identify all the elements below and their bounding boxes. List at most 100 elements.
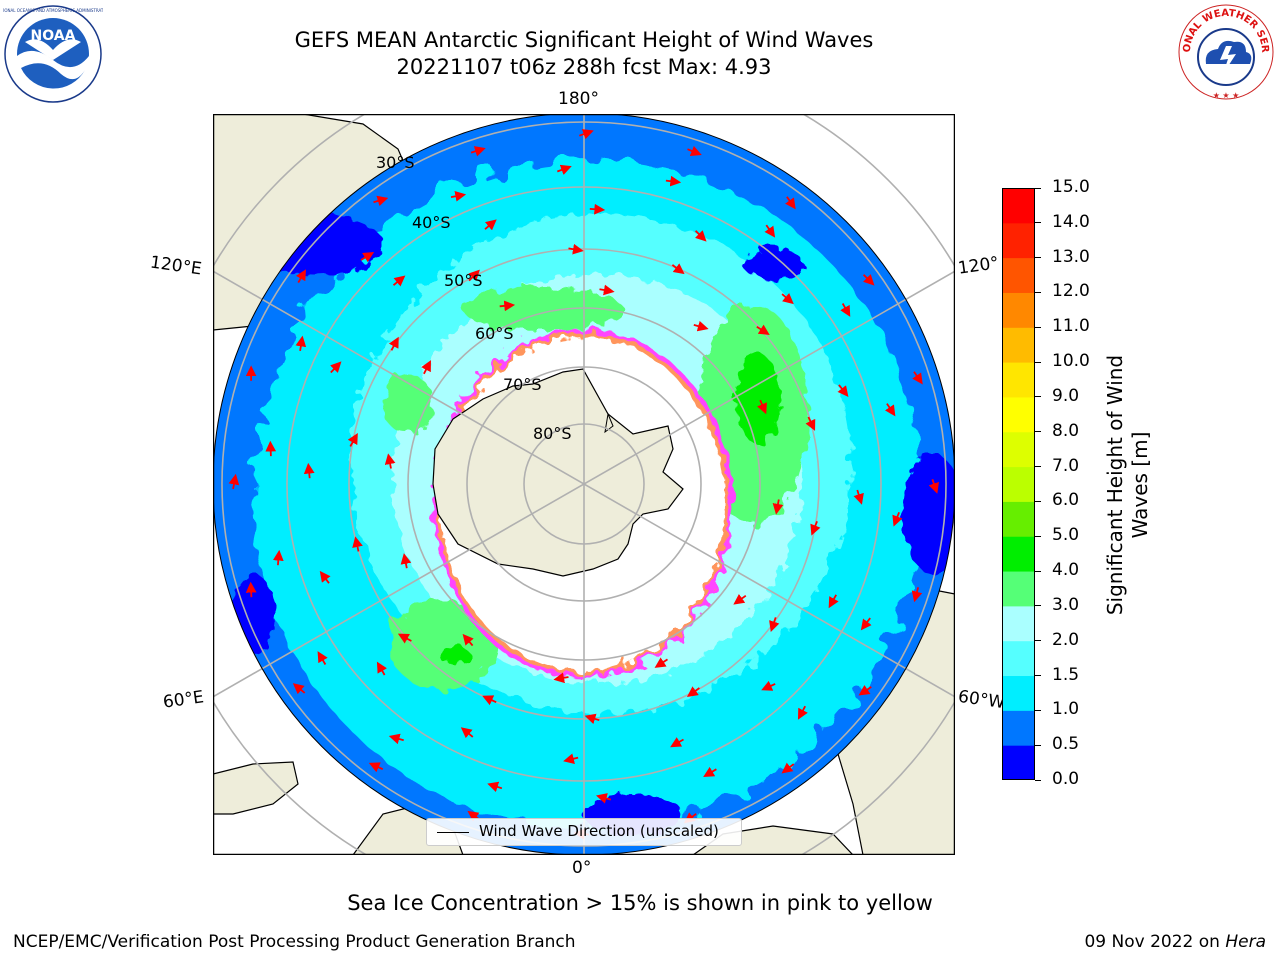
colorbar-tick-mark: [1035, 326, 1041, 328]
wind-wave-arrow: [460, 727, 474, 739]
wind-wave-arrow: [578, 129, 594, 140]
lat-label-70s: 70°S: [503, 375, 542, 394]
wind-wave-arrow: [761, 680, 776, 691]
wind-wave-arrow: [769, 617, 780, 633]
wind-wave-arrow: [671, 263, 685, 275]
wind-wave-arrow: [400, 553, 412, 569]
colorbar-tick-mark: [1035, 744, 1041, 746]
wind-wave-arrow: [589, 203, 606, 215]
colorbar-tick-label: 11.0: [1052, 316, 1090, 337]
colorbar-label: Significant Height of Wind Waves [m]: [1103, 275, 1153, 695]
wind-wave-arrow: [388, 733, 404, 745]
wind-wave-arrow: [303, 462, 315, 479]
colorbar-tick-label: 9.0: [1052, 385, 1080, 406]
colorbar-tick-label: 12.0: [1052, 281, 1090, 302]
colorbar-tick-mark: [1035, 291, 1041, 293]
wind-wave-arrow: [384, 453, 396, 469]
wind-wave-arrow: [596, 793, 612, 804]
colorbar-tick-mark: [1035, 779, 1041, 781]
colorbar-tick-mark: [1035, 257, 1041, 259]
colorbar-bin: [1002, 745, 1035, 780]
colorbar-tick-label: 8.0: [1052, 420, 1080, 441]
wind-wave-arrow: [295, 335, 307, 352]
lat-label-30s: 30°S: [376, 153, 415, 172]
colorbar-bin: [1002, 188, 1035, 224]
colorbar-bin: [1002, 501, 1035, 537]
colorbar-tick-label: 1.5: [1052, 664, 1080, 685]
colorbar-tick-mark: [1035, 535, 1041, 537]
wind-wave-arrow: [757, 399, 767, 415]
wind-wave-arrow: [853, 489, 864, 505]
colorbar-tick-label: 7.0: [1052, 455, 1080, 476]
wind-wave-arrow: [499, 300, 516, 312]
wind-wave-arrow: [563, 753, 579, 764]
wind-wave-arrow: [468, 269, 480, 282]
colorbar-tick-mark: [1035, 466, 1041, 468]
colorbar-bin: [1002, 222, 1035, 259]
wind-wave-arrow: [352, 536, 363, 552]
colorbar-bin: [1002, 710, 1035, 746]
lat-label-60s: 60°S: [475, 324, 514, 343]
colorbar: [1002, 188, 1035, 780]
wind-wave-arrow: [392, 275, 406, 287]
lat-label-40s: 40°S: [412, 213, 451, 232]
colorbar-bin: [1002, 605, 1035, 642]
graticule: [213, 114, 955, 855]
footer-date: 09 Nov 2022 on Hera: [1084, 932, 1266, 952]
wind-wave-arrow: [694, 230, 707, 242]
wind-wave-arrow: [397, 633, 412, 644]
colorbar-tick-mark: [1035, 605, 1041, 607]
colorbar-tick-mark: [1035, 675, 1041, 677]
wind-wave-arrow: [828, 594, 839, 609]
wind-wave-arrow: [373, 195, 389, 207]
legend-line-swatch: [437, 832, 469, 833]
colorbar-bin: [1002, 362, 1035, 398]
wind-wave-arrow: [892, 511, 903, 527]
lon-label-180: 180°: [558, 89, 599, 109]
chart-subtitle: 20221107 t06z 288h fcst Max: 4.93: [396, 55, 772, 79]
colorbar-tick-label: 1.0: [1052, 699, 1080, 720]
wind-wave-arrow: [450, 190, 467, 202]
wind-wave-arrow: [781, 762, 795, 774]
footer-date-text: 09 Nov 2022 on: [1084, 932, 1220, 952]
colorbar-tick-mark: [1035, 570, 1041, 572]
colorbar-tick-mark: [1035, 431, 1041, 433]
wind-wave-arrow: [376, 661, 387, 676]
wind-wave-arrow: [785, 196, 796, 210]
colorbar-bin: [1002, 571, 1035, 607]
wind-wave-arrow: [858, 685, 872, 696]
wind-wave-arrow: [421, 360, 431, 375]
wind-wave-arrow: [272, 549, 284, 566]
wind-wave-arrow: [599, 284, 615, 296]
colorbar-tick-label: 13.0: [1052, 246, 1090, 267]
wind-wave-arrow: [292, 683, 306, 695]
wind-wave-arrow: [733, 593, 747, 605]
colorbar-tick-mark: [1035, 396, 1041, 398]
wind-wave-arrow: [482, 695, 497, 706]
wind-wave-arrow: [484, 219, 497, 231]
wind-wave-arrow: [837, 384, 849, 398]
colorbar-tick-mark: [1035, 187, 1041, 189]
colorbar-tick-mark: [1035, 361, 1041, 363]
colorbar-tick-label: 15.0: [1052, 177, 1090, 197]
colorbar-label-line2: Waves [m]: [1128, 431, 1152, 539]
wind-wave-arrow: [686, 686, 700, 697]
noaa-logo-text: NOAA: [31, 28, 76, 44]
wind-wave-arrow: [654, 657, 668, 668]
wind-wave-arrow: [862, 274, 875, 286]
lon-label-120w: 120°: [956, 253, 1001, 279]
colorbar-tick-label: 10.0: [1052, 351, 1090, 372]
wind-wave-arrow: [330, 361, 342, 374]
wind-wave-arrow: [781, 292, 794, 305]
chart-title: GEFS MEAN Antarctic Significant Height o…: [294, 28, 874, 52]
colorbar-tick-label: 0.5: [1052, 734, 1080, 755]
wind-wave-arrow: [295, 269, 306, 284]
colorbar-tick-mark: [1035, 500, 1041, 502]
colorbar-bin: [1002, 675, 1035, 711]
wind-wave-arrow: [840, 303, 851, 317]
wind-wave-arrow: [470, 146, 486, 157]
wind-wave-arrow: [568, 243, 584, 255]
colorbar-tick-label: 4.0: [1052, 560, 1080, 581]
sea-ice-note: Sea Ice Concentration > 15% is shown in …: [347, 891, 933, 915]
lon-label-120e: 120°E: [148, 252, 203, 280]
